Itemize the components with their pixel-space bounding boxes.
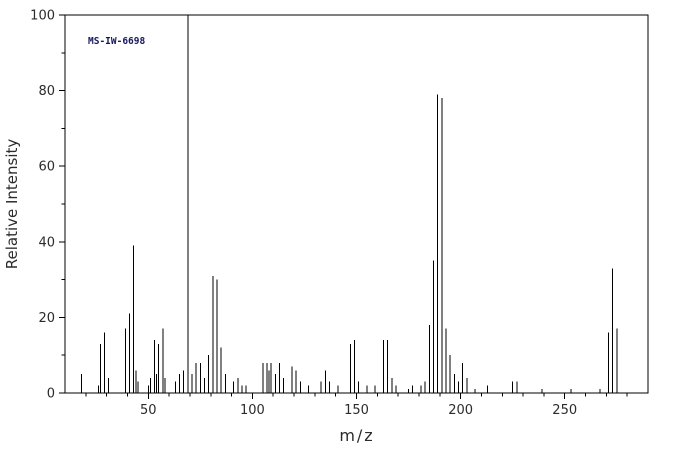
x-tick-label: 150 xyxy=(344,403,369,418)
y-axis-label: Relative Intensity xyxy=(3,139,21,270)
x-tick-label: 50 xyxy=(140,403,157,418)
y-tick-label: 20 xyxy=(38,311,55,326)
x-tick-label: 200 xyxy=(448,403,473,418)
y-tick-label: 60 xyxy=(38,160,55,175)
x-tick-label: 100 xyxy=(240,403,265,418)
y-tick-label: 80 xyxy=(38,84,55,99)
plot-content: 50 100 150 200 250 0 20 40 60 80 100 xyxy=(30,9,628,418)
y-tick-label: 100 xyxy=(30,9,55,24)
spectrum-id-label: MS-IW-6698 xyxy=(88,36,145,47)
plot-frame xyxy=(64,14,649,394)
x-tick-label: 250 xyxy=(552,403,577,418)
y-tick-label: 40 xyxy=(38,235,55,250)
y-tick-label: 0 xyxy=(47,387,55,402)
x-axis-label: m/z xyxy=(339,426,374,445)
